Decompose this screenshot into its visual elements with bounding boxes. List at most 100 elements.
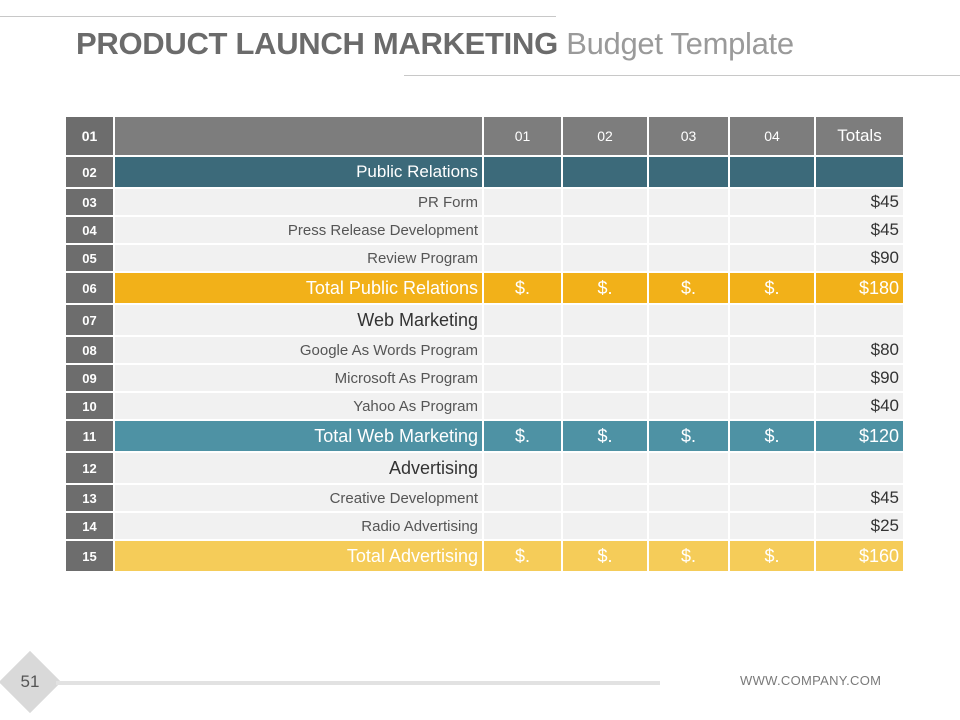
row-label: Total Advertising [115, 541, 482, 571]
row-number: 04 [66, 217, 113, 243]
row-number: 10 [66, 393, 113, 419]
q3-cell [649, 217, 728, 243]
title-divider [404, 75, 960, 76]
q2-cell [563, 453, 647, 483]
row-label: Total Web Marketing [115, 421, 482, 451]
total-cell: $160 [816, 541, 903, 571]
q1-cell: $. [484, 541, 561, 571]
q4-cell [730, 365, 814, 391]
q3-cell [649, 453, 728, 483]
q2-cell: $. [563, 273, 647, 303]
row-number: 05 [66, 245, 113, 271]
q4-cell: $. [730, 421, 814, 451]
row-label: Web Marketing [115, 305, 482, 335]
row-label: Public Relations [115, 157, 482, 187]
row-number: 02 [66, 157, 113, 187]
q3-cell [649, 337, 728, 363]
q4-cell [730, 245, 814, 271]
row-label: Review Program [115, 245, 482, 271]
table-row: 05 Review Program $90 [66, 245, 903, 271]
row-number: 06 [66, 273, 113, 303]
total-cell: $40 [816, 393, 903, 419]
title-bold: PRODUCT LAUNCH MARKETING [76, 26, 558, 61]
q2-cell [563, 337, 647, 363]
table-row: 14 Radio Advertising $25 [66, 513, 903, 539]
q3-cell [649, 157, 728, 187]
q1-cell [484, 189, 561, 215]
q3-cell [649, 189, 728, 215]
row-number: 07 [66, 305, 113, 335]
q4-cell [730, 337, 814, 363]
budget-table: 01 01 02 03 04 Totals 02 Public Relation… [64, 115, 905, 573]
q2-cell [563, 217, 647, 243]
q1-cell [484, 513, 561, 539]
q2-cell [563, 157, 647, 187]
q2-cell [563, 485, 647, 511]
q4-cell: $. [730, 541, 814, 571]
q4-cell [730, 157, 814, 187]
total-cell: $180 [816, 273, 903, 303]
q3-cell [649, 393, 728, 419]
total-cell: $90 [816, 245, 903, 271]
row-label: PR Form [115, 189, 482, 215]
table-row: 03 PR Form $45 [66, 189, 903, 215]
top-divider [0, 16, 556, 17]
q1-cell [484, 453, 561, 483]
q1-cell [484, 365, 561, 391]
q1-cell: $. [484, 421, 561, 451]
row-label: Advertising [115, 453, 482, 483]
row-number: 03 [66, 189, 113, 215]
q1-cell: $. [484, 273, 561, 303]
row-label: Press Release Development [115, 217, 482, 243]
table-row: 08 Google As Words Program $80 [66, 337, 903, 363]
total-cell: $25 [816, 513, 903, 539]
total-cell: $45 [816, 485, 903, 511]
total-cell [816, 157, 903, 187]
q2-cell [563, 245, 647, 271]
header-q4: 04 [730, 117, 814, 155]
table-row: 04 Press Release Development $45 [66, 217, 903, 243]
row-label: Total Public Relations [115, 273, 482, 303]
q1-cell [484, 485, 561, 511]
row-label: Microsoft As Program [115, 365, 482, 391]
page-number: 51 [20, 672, 40, 691]
q3-cell: $. [649, 421, 728, 451]
q4-cell [730, 453, 814, 483]
header-q3: 03 [649, 117, 728, 155]
q1-cell [484, 157, 561, 187]
q1-cell [484, 217, 561, 243]
footer-url[interactable]: WWW.COMPANY.COM [740, 673, 882, 688]
section-row: 12 Advertising [66, 453, 903, 483]
q2-cell: $. [563, 421, 647, 451]
q4-cell [730, 393, 814, 419]
q1-cell [484, 393, 561, 419]
q2-cell [563, 365, 647, 391]
q1-cell [484, 305, 561, 335]
row-label: Radio Advertising [115, 513, 482, 539]
total-row: 06 Total Public Relations $. $. $. $. $1… [66, 273, 903, 303]
q2-cell [563, 189, 647, 215]
row-number: 09 [66, 365, 113, 391]
row-number: 12 [66, 453, 113, 483]
header-row: 01 01 02 03 04 Totals [66, 117, 903, 155]
title-light: Budget Template [566, 26, 794, 61]
header-q2: 02 [563, 117, 647, 155]
q2-cell [563, 305, 647, 335]
header-q1: 01 [484, 117, 561, 155]
q3-cell [649, 245, 728, 271]
total-cell: $120 [816, 421, 903, 451]
table-row: 10 Yahoo As Program $40 [66, 393, 903, 419]
row-number: 11 [66, 421, 113, 451]
q4-cell [730, 485, 814, 511]
total-cell: $90 [816, 365, 903, 391]
table-row: 13 Creative Development $45 [66, 485, 903, 511]
total-row: 15 Total Advertising $. $. $. $. $160 [66, 541, 903, 571]
q1-cell [484, 245, 561, 271]
row-number: 08 [66, 337, 113, 363]
row-number: 14 [66, 513, 113, 539]
header-label-cell [115, 117, 482, 155]
header-totals: Totals [816, 117, 903, 155]
q2-cell [563, 393, 647, 419]
q2-cell: $. [563, 541, 647, 571]
table-row: 09 Microsoft As Program $90 [66, 365, 903, 391]
